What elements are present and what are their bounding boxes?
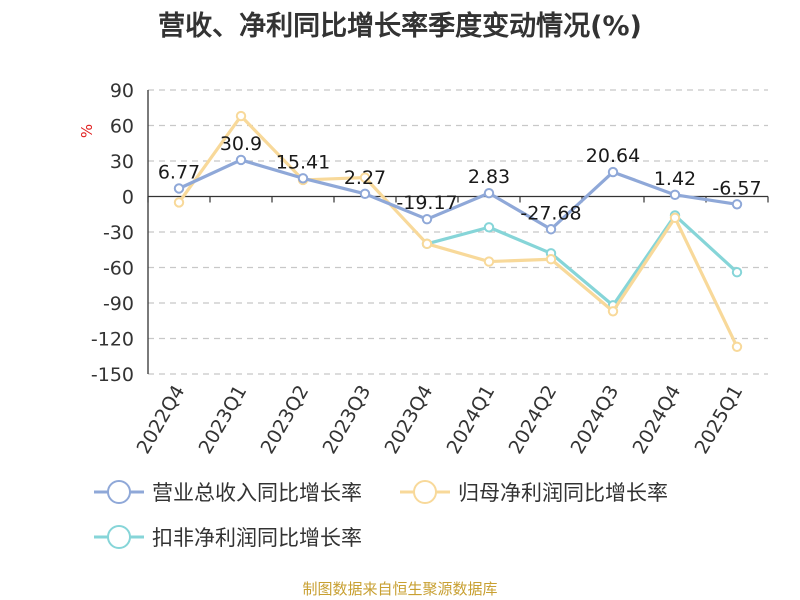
data-point xyxy=(421,238,433,250)
data-label: 2.27 xyxy=(344,167,386,189)
y-tick-label: 30 xyxy=(110,151,134,173)
data-label: 6.77 xyxy=(158,161,200,183)
y-tick-label: -30 xyxy=(103,222,134,244)
y-tick-label: -60 xyxy=(103,258,134,280)
data-point xyxy=(235,110,247,122)
data-point xyxy=(669,189,681,201)
data-labels: 6.77 30.9 15.41 2.27 -19.17 2.83 -27.68 20.64 1.… xyxy=(158,133,762,224)
data-point xyxy=(545,254,557,265)
data-point xyxy=(421,213,433,225)
data-point xyxy=(235,154,247,166)
legend-marker-icon xyxy=(413,480,437,504)
chart-title: 营收、净利同比增长率季度变动情况(%) xyxy=(158,11,642,42)
y-tick-label: -120 xyxy=(91,329,134,351)
y-tick-label: 90 xyxy=(110,80,134,102)
data-point xyxy=(359,172,371,183)
source-note: 制图数据来自恒生聚源数据库 xyxy=(302,580,498,598)
y-tick-label: 0 xyxy=(122,187,134,209)
x-tick-label: 2022Q4 xyxy=(133,382,190,458)
data-point xyxy=(731,267,743,278)
data-label: -27.68 xyxy=(520,202,581,224)
series-line xyxy=(178,158,738,231)
x-tick-label: 2024Q2 xyxy=(505,382,562,458)
data-point xyxy=(669,212,681,224)
series-lines xyxy=(173,110,743,352)
legend-marker-icon xyxy=(107,525,131,549)
data-label: 15.41 xyxy=(276,151,330,173)
data-point xyxy=(731,341,743,352)
legend-marker-icon xyxy=(107,480,131,504)
x-tick-label: 2024Q4 xyxy=(629,382,686,458)
y-tick-label: -90 xyxy=(103,293,134,315)
data-point xyxy=(731,199,743,210)
data-point xyxy=(173,197,185,208)
data-point xyxy=(359,188,371,200)
data-point xyxy=(607,166,619,178)
data-point xyxy=(607,306,619,317)
x-tick-label: 2023Q2 xyxy=(257,382,314,458)
y-tick-label: 60 xyxy=(110,116,134,138)
legend-label: 扣非净利润同比增长率 xyxy=(152,526,362,550)
data-point xyxy=(297,173,309,184)
data-point xyxy=(483,187,495,199)
data-label: -6.57 xyxy=(712,177,761,199)
data-point xyxy=(483,222,495,233)
data-point xyxy=(545,224,557,235)
legend-label: 归母净利润同比增长率 xyxy=(458,481,668,505)
data-point xyxy=(483,256,495,267)
data-label: 2.83 xyxy=(468,166,510,188)
legend-item[interactable]: 归母净利润同比增长率 xyxy=(400,480,668,505)
data-label: 20.64 xyxy=(586,145,640,167)
series-line xyxy=(426,213,739,307)
data-label: 1.42 xyxy=(654,168,696,190)
legend-item[interactable]: 营业总收入同比增长率 xyxy=(94,480,362,505)
x-tick-label: 2025Q1 xyxy=(691,382,748,458)
x-tick-label: 2023Q4 xyxy=(381,382,438,458)
y-tick-label: -150 xyxy=(91,364,134,386)
x-tick-label: 2024Q1 xyxy=(443,382,500,458)
y-axis-label: % xyxy=(78,124,96,138)
legend-item[interactable]: 扣非净利润同比增长率 xyxy=(94,525,362,550)
x-tick-label: 2023Q3 xyxy=(319,382,376,458)
series-line xyxy=(177,114,739,348)
data-label: 30.9 xyxy=(220,133,262,155)
legend-label: 营业总收入同比增长率 xyxy=(152,481,362,505)
x-tick-label: 2024Q3 xyxy=(567,382,624,458)
x-tick-label: 2023Q1 xyxy=(195,382,252,458)
data-point xyxy=(173,183,185,194)
data-label: -19.17 xyxy=(396,192,457,214)
